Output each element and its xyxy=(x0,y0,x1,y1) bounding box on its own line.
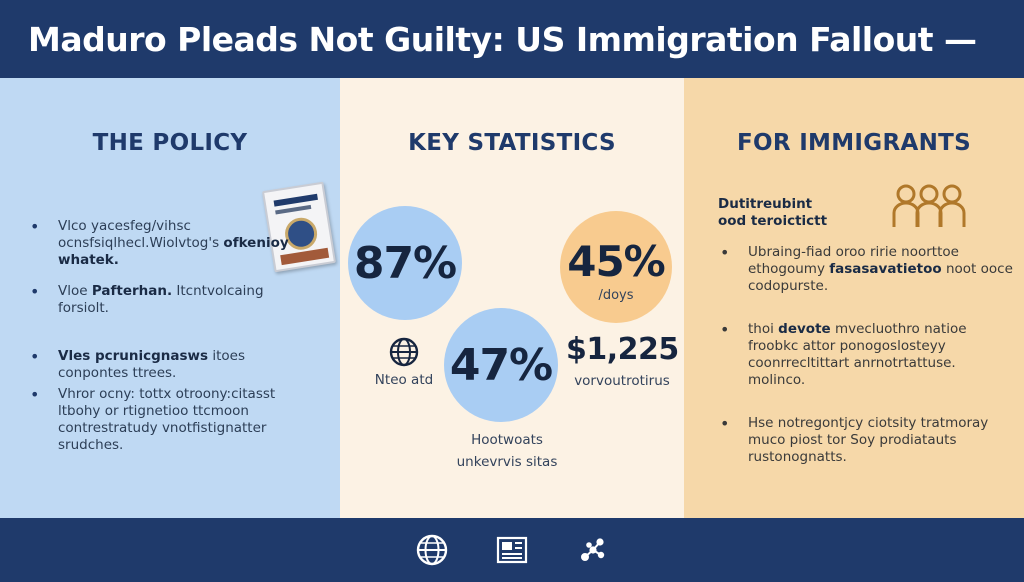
money-label: vorvoutrotirus xyxy=(574,373,670,389)
stat-circle-87: 87% xyxy=(348,206,462,320)
immigrants-heading: Dutitreubint ood teroictictt xyxy=(718,196,828,229)
stat-sublabel: /doys xyxy=(598,288,634,303)
policy-bullets-b: Vles pcrunicgnasws itoes conpontes ttree… xyxy=(30,348,310,468)
newspaper-icon[interactable] xyxy=(494,532,530,568)
content-panels: THE POLICY Vlco yacesfeg/vihsc ocnsfsiql… xyxy=(0,78,1024,518)
stat-circle-47: 47% xyxy=(444,308,558,422)
header-bar: Maduro Pleads Not Guilty: US Immigration… xyxy=(0,0,1024,78)
footer-bar xyxy=(0,518,1024,582)
network-icon[interactable] xyxy=(574,532,610,568)
list-item: thoi devote mvecluothro natioe froobkc a… xyxy=(720,321,1016,389)
stats-panel: KEY STATISTICS 87% 45% /doys 47% Nteo at… xyxy=(340,78,684,518)
globe-icon[interactable] xyxy=(414,532,450,568)
globe-icon xyxy=(388,336,420,372)
list-item: Hse notregontjcy ciotsity tratmoray muco… xyxy=(720,415,1016,466)
policy-panel: THE POLICY Vlco yacesfeg/vihsc ocnsfsiql… xyxy=(0,78,340,518)
page-title: Maduro Pleads Not Guilty: US Immigration… xyxy=(28,19,977,59)
list-item: Vlco yacesfeg/vihsc ocnsfsiqlhecl.Wiolvt… xyxy=(30,218,310,269)
stat-circle-45: 45% /doys xyxy=(560,211,672,323)
policy-title: THE POLICY xyxy=(92,130,248,156)
immigrants-title: FOR IMMIGRANTS xyxy=(737,130,971,156)
stat-bottom-label-2: unkevrvis sitas xyxy=(456,454,558,470)
stats-title: KEY STATISTICS xyxy=(408,130,616,156)
list-item: Vles pcrunicgnasws itoes conpontes ttree… xyxy=(30,348,310,382)
list-item: Vhror ocny: tottx otroony:citasst ltbohy… xyxy=(30,386,310,454)
stat-money: $1,225 xyxy=(566,332,679,367)
people-group-icon xyxy=(889,181,969,235)
globe-label: Nteo atd xyxy=(374,372,434,388)
list-item: Vloe Pafterhan. Itcntvolcaing forsiolt. xyxy=(30,283,310,317)
immigrants-bullets: Ubraing-fiad oroo ririe noorttoe ethogou… xyxy=(720,244,1016,492)
policy-bullets-a: Vlco yacesfeg/vihsc ocnsfsiqlhecl.Wiolvt… xyxy=(30,218,310,331)
stat-bottom-label-1: Hootwoats xyxy=(471,432,543,448)
immigrants-panel: FOR IMMIGRANTS Dutitreubint ood teroicti… xyxy=(684,78,1024,518)
list-item: Ubraing-fiad oroo ririe noorttoe ethogou… xyxy=(720,244,1016,295)
